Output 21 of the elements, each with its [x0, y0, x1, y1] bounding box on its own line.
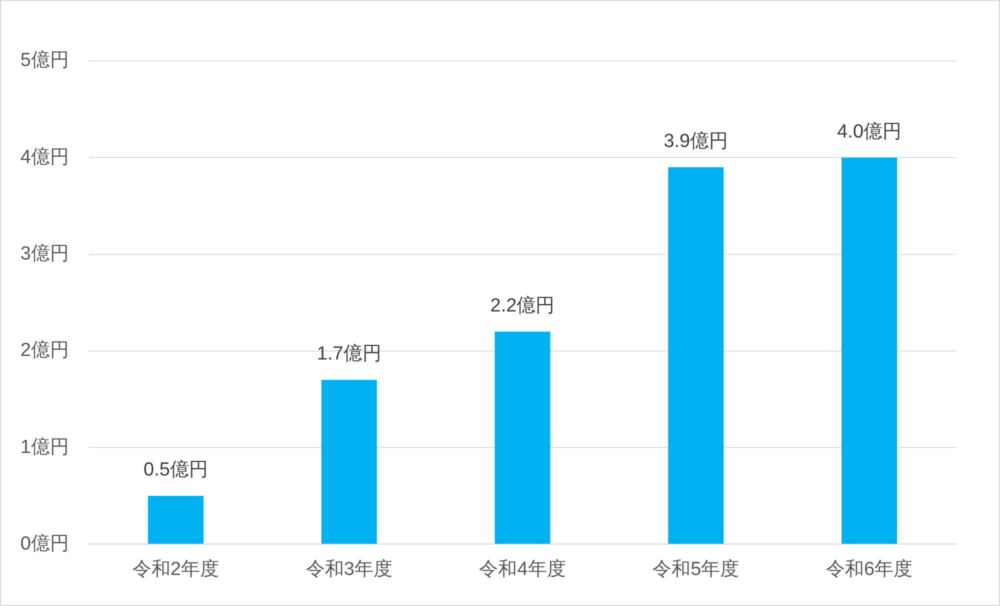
data-label: 3.9億円: [664, 131, 728, 152]
x-tick-label: 令和2年度: [132, 558, 219, 580]
y-tick-label: 4億円: [20, 146, 69, 168]
x-tick-label: 令和4年度: [479, 558, 566, 580]
data-label: 2.2億円: [490, 295, 555, 316]
bar: [842, 158, 898, 544]
x-tick-label: 令和6年度: [826, 558, 913, 580]
y-tick-label: 1億円: [20, 436, 69, 458]
y-tick-label: 5億円: [20, 50, 69, 72]
bar: [321, 380, 377, 544]
x-tick-label: 令和5年度: [652, 558, 740, 580]
y-tick-label: 0億円: [20, 533, 69, 554]
data-label: 1.7億円: [316, 344, 382, 365]
bar: [494, 332, 550, 544]
data-label: 0.5億円: [143, 460, 208, 481]
y-tick-label: 2億円: [20, 340, 69, 362]
x-tick-label: 令和3年度: [306, 558, 392, 580]
bar: [668, 167, 724, 544]
bar: [148, 496, 204, 544]
data-label: 4.0億円: [837, 121, 902, 142]
y-tick-label: 3億円: [20, 244, 69, 265]
